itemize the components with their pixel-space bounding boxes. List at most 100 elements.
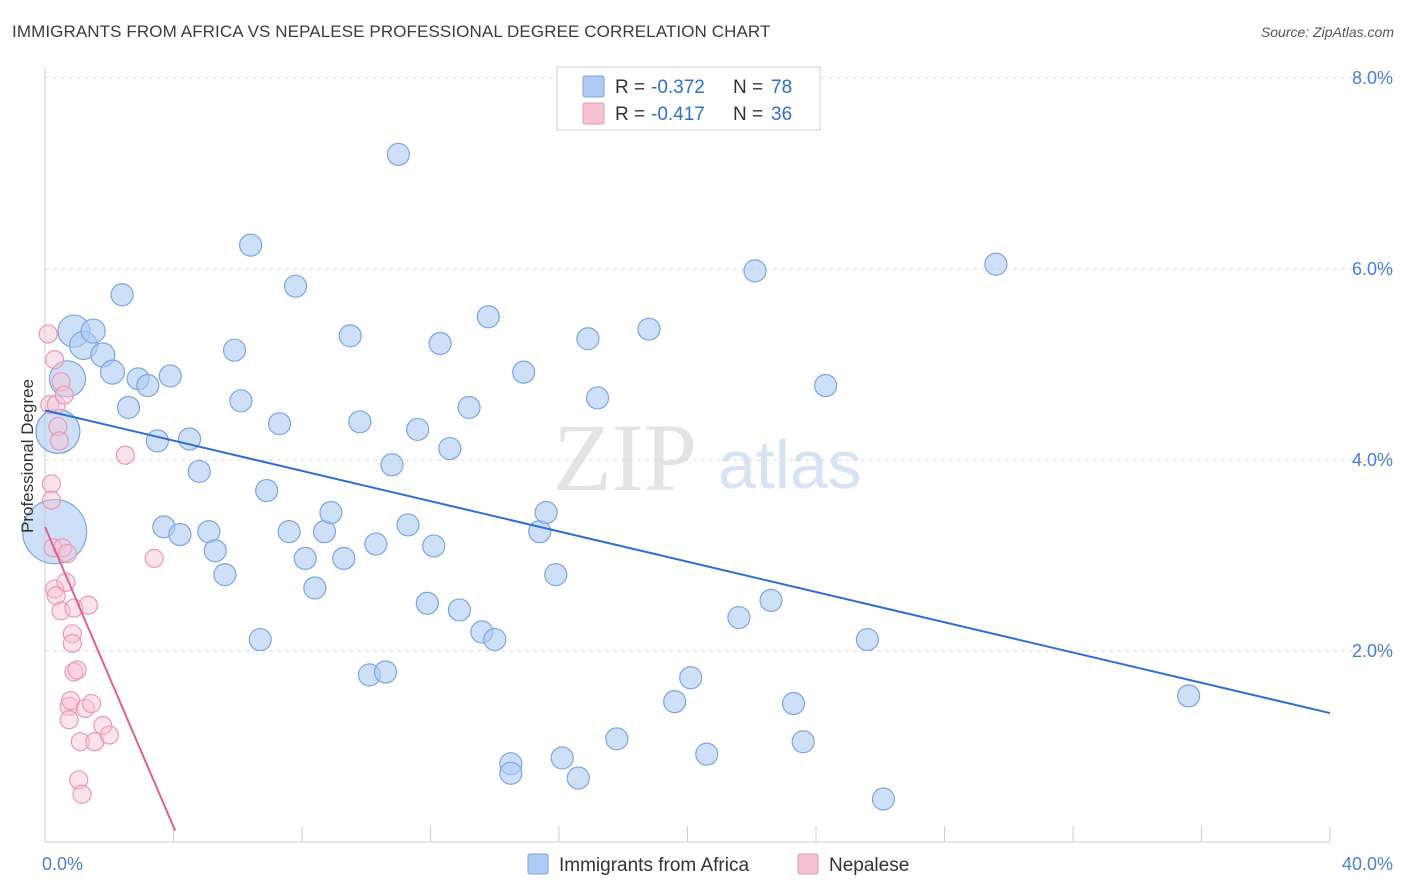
legend-r-value-nepalese: -0.417	[651, 104, 705, 125]
africa-point	[499, 761, 523, 785]
legend-swatch-africa	[582, 75, 605, 98]
africa-point	[695, 742, 719, 766]
africa-point	[277, 520, 301, 544]
y-tick-label: 8.0%	[1352, 68, 1393, 88]
africa-point	[415, 591, 439, 615]
nepalese-point	[72, 784, 92, 804]
africa-point	[110, 283, 134, 307]
africa-point	[457, 395, 481, 420]
africa-point	[483, 627, 507, 652]
africa-point	[380, 453, 404, 477]
africa-point	[679, 666, 703, 690]
series-legend: Immigrants from Africa Nepalese	[527, 853, 909, 876]
nepalese-point	[69, 770, 89, 790]
africa-point	[447, 598, 472, 622]
africa-point	[566, 766, 590, 790]
africa-point	[605, 727, 629, 751]
africa-point	[332, 546, 356, 570]
africa-point	[373, 660, 398, 684]
africa-point	[168, 522, 192, 547]
nepalese-point	[59, 710, 79, 730]
nepalese-point	[49, 431, 70, 451]
nepalese-point	[81, 693, 102, 714]
africa-point	[544, 562, 568, 587]
africa-point	[136, 373, 160, 398]
africa-point	[248, 627, 272, 652]
africa-point	[255, 478, 279, 503]
africa-point	[319, 500, 343, 525]
africa-point	[1177, 684, 1201, 708]
y-tick-label: 6.0%	[1352, 259, 1393, 279]
africa-point	[984, 252, 1008, 276]
africa-point	[438, 436, 462, 461]
africa-point	[855, 627, 880, 652]
bottom-legend-swatch-africa	[527, 853, 549, 875]
bottom-legend-label-africa: Immigrants from Africa	[559, 855, 749, 876]
legend-n-value-nepalese: 36	[771, 104, 792, 125]
y-tick-label: 2.0%	[1352, 641, 1393, 661]
y-tick-label: 4.0%	[1352, 450, 1393, 470]
africa-point	[187, 459, 211, 484]
africa-point	[203, 539, 227, 563]
legend-r-label-nepalese: R =	[615, 104, 650, 125]
africa-point	[791, 730, 815, 754]
africa-point	[781, 691, 806, 716]
africa-point	[283, 274, 308, 298]
legend-n-label-nepalese: N =	[733, 104, 768, 125]
africa-point	[406, 417, 430, 442]
axes	[44, 68, 1331, 843]
nepalese-trend-line	[44, 526, 177, 831]
legend-n-label-africa: N =	[733, 77, 768, 98]
nepalese-point	[54, 385, 74, 405]
africa-point	[428, 331, 452, 356]
africa-point	[229, 389, 253, 413]
africa-point	[759, 588, 783, 612]
africa-point	[348, 410, 372, 434]
africa-point	[116, 395, 141, 420]
bottom-legend-label-nepalese: Nepalese	[829, 855, 909, 876]
nepalese-point	[144, 548, 164, 568]
watermark-atlas: atlas	[718, 427, 862, 503]
africa-point	[512, 360, 536, 384]
africa-point	[22, 499, 88, 565]
grid-lines	[45, 77, 1390, 652]
legend-r-label-africa: R =	[615, 77, 650, 98]
africa-trend-line	[44, 409, 1331, 715]
nepalese-point	[41, 474, 62, 494]
africa-point	[158, 364, 182, 388]
africa-points	[22, 142, 1201, 811]
africa-point	[386, 142, 410, 166]
nepalese-point	[115, 445, 135, 465]
africa-point	[267, 412, 292, 436]
nepalese-point	[41, 490, 62, 510]
africa-point	[727, 605, 751, 630]
tick-labels: 2.0% 4.0% 6.0% 8.0% 0.0% 40.0%	[42, 68, 1393, 874]
africa-point	[396, 513, 420, 537]
africa-point	[576, 327, 600, 351]
nepalese-point	[40, 395, 60, 415]
africa-point	[303, 576, 327, 600]
africa-point	[145, 429, 170, 453]
correlation-legend: R = -0.372 N = 78 R = -0.417 N = 36	[556, 66, 821, 131]
africa-point	[476, 305, 500, 329]
africa-point	[177, 427, 202, 451]
nepalese-point	[70, 732, 90, 752]
nepalese-point	[64, 662, 84, 682]
africa-point	[422, 534, 446, 558]
nepalese-point	[45, 579, 65, 599]
nepalese-point	[57, 543, 78, 564]
nepalese-point	[93, 715, 113, 736]
africa-point	[239, 233, 263, 257]
legend-r-value-africa: -0.372	[651, 77, 705, 98]
nepalese-point	[48, 416, 68, 437]
africa-point	[871, 787, 896, 811]
africa-point	[99, 359, 126, 385]
legend-n-value-africa: 78	[771, 77, 792, 98]
nepalese-point	[62, 633, 82, 653]
nepalese-point	[46, 586, 66, 606]
legend-swatch-nepalese	[582, 102, 605, 125]
africa-point	[338, 324, 362, 348]
africa-point	[663, 690, 687, 714]
africa-point	[222, 338, 247, 362]
